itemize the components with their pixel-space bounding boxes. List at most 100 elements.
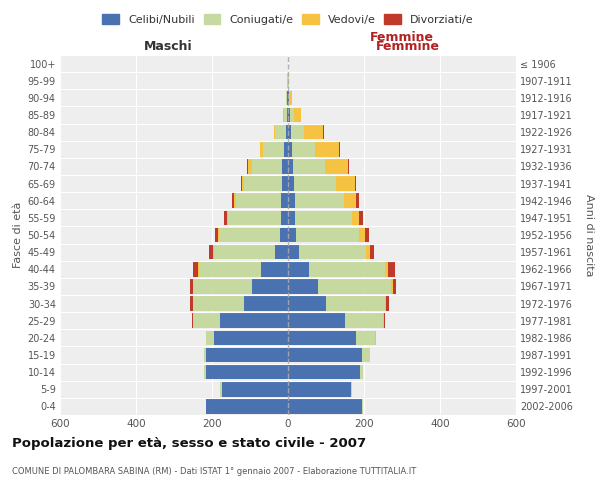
Bar bbox=[288, 90, 289, 105]
Bar bbox=[289, 90, 290, 105]
Bar bbox=[288, 210, 295, 225]
Bar bbox=[288, 382, 350, 396]
Bar bbox=[326, 296, 385, 311]
Bar bbox=[386, 296, 389, 311]
Bar bbox=[309, 262, 385, 276]
Bar bbox=[293, 159, 325, 174]
Bar bbox=[205, 348, 206, 362]
Bar bbox=[383, 314, 384, 328]
Bar bbox=[213, 245, 214, 260]
Bar bbox=[283, 108, 284, 122]
Bar bbox=[288, 330, 356, 345]
Bar bbox=[392, 279, 397, 293]
Bar bbox=[345, 314, 383, 328]
Bar bbox=[247, 159, 248, 174]
Text: COMUNE DI PALOMBARA SABINA (RM) - Dati ISTAT 1° gennaio 2007 - Elaborazione TUTT: COMUNE DI PALOMBARA SABINA (RM) - Dati I… bbox=[12, 468, 416, 476]
Bar bbox=[262, 262, 288, 276]
Bar bbox=[388, 262, 395, 276]
Bar bbox=[260, 142, 263, 156]
Bar bbox=[275, 125, 286, 140]
Bar bbox=[192, 314, 193, 328]
Bar bbox=[288, 125, 291, 140]
Bar bbox=[214, 330, 288, 345]
Bar bbox=[288, 296, 326, 311]
Bar bbox=[236, 194, 281, 208]
Bar bbox=[288, 365, 360, 380]
Bar bbox=[385, 296, 386, 311]
Bar bbox=[219, 228, 280, 242]
Bar bbox=[365, 228, 370, 242]
Bar bbox=[288, 228, 296, 242]
Bar bbox=[283, 176, 288, 191]
Bar bbox=[206, 365, 288, 380]
Text: Femmine: Femmine bbox=[376, 40, 440, 52]
Bar bbox=[284, 142, 288, 156]
Bar bbox=[263, 142, 284, 156]
Bar bbox=[288, 314, 345, 328]
Legend: Celibi/Nubili, Coniugati/e, Vedovi/e, Divorziati/e: Celibi/Nubili, Coniugati/e, Vedovi/e, Di… bbox=[103, 14, 473, 24]
Bar bbox=[224, 210, 227, 225]
Bar bbox=[198, 262, 199, 276]
Bar bbox=[295, 194, 344, 208]
Bar bbox=[319, 279, 391, 293]
Bar bbox=[227, 210, 228, 225]
Bar bbox=[296, 228, 359, 242]
Bar bbox=[288, 142, 292, 156]
Bar bbox=[370, 245, 374, 260]
Bar bbox=[356, 330, 376, 345]
Bar bbox=[290, 90, 292, 105]
Bar bbox=[283, 159, 288, 174]
Bar bbox=[352, 210, 359, 225]
Bar bbox=[199, 262, 262, 276]
Bar bbox=[294, 176, 335, 191]
Bar bbox=[241, 176, 242, 191]
Bar bbox=[214, 245, 275, 260]
Bar bbox=[299, 245, 366, 260]
Bar bbox=[205, 365, 206, 380]
Bar bbox=[347, 159, 349, 174]
Bar bbox=[209, 245, 213, 260]
Bar bbox=[344, 194, 356, 208]
Bar bbox=[362, 399, 363, 413]
Bar bbox=[193, 279, 252, 293]
Bar bbox=[350, 382, 352, 396]
Bar bbox=[218, 228, 219, 242]
Bar bbox=[193, 314, 220, 328]
Bar bbox=[287, 108, 288, 122]
Bar bbox=[281, 194, 288, 208]
Bar bbox=[304, 125, 323, 140]
Bar bbox=[244, 296, 288, 311]
Bar bbox=[359, 210, 363, 225]
Bar bbox=[252, 279, 288, 293]
Bar bbox=[294, 108, 301, 122]
Bar bbox=[355, 176, 356, 191]
Bar bbox=[385, 262, 388, 276]
Bar bbox=[314, 142, 340, 156]
Bar bbox=[220, 382, 221, 396]
Bar bbox=[335, 176, 355, 191]
Bar bbox=[206, 399, 288, 413]
Bar bbox=[286, 90, 287, 105]
Bar bbox=[275, 245, 288, 260]
Bar bbox=[288, 348, 362, 362]
Bar bbox=[391, 279, 392, 293]
Bar bbox=[359, 228, 365, 242]
Bar bbox=[206, 348, 288, 362]
Bar bbox=[215, 228, 218, 242]
Bar bbox=[288, 262, 309, 276]
Bar bbox=[242, 176, 244, 191]
Bar bbox=[366, 245, 370, 260]
Bar bbox=[288, 245, 299, 260]
Bar bbox=[280, 228, 288, 242]
Bar bbox=[292, 142, 314, 156]
Bar bbox=[252, 159, 283, 174]
Bar bbox=[384, 314, 385, 328]
Bar bbox=[288, 399, 362, 413]
Bar bbox=[284, 108, 287, 122]
Bar bbox=[288, 194, 295, 208]
Bar bbox=[221, 382, 288, 396]
Bar bbox=[356, 194, 359, 208]
Bar bbox=[248, 159, 252, 174]
Bar bbox=[193, 262, 198, 276]
Bar bbox=[232, 194, 233, 208]
